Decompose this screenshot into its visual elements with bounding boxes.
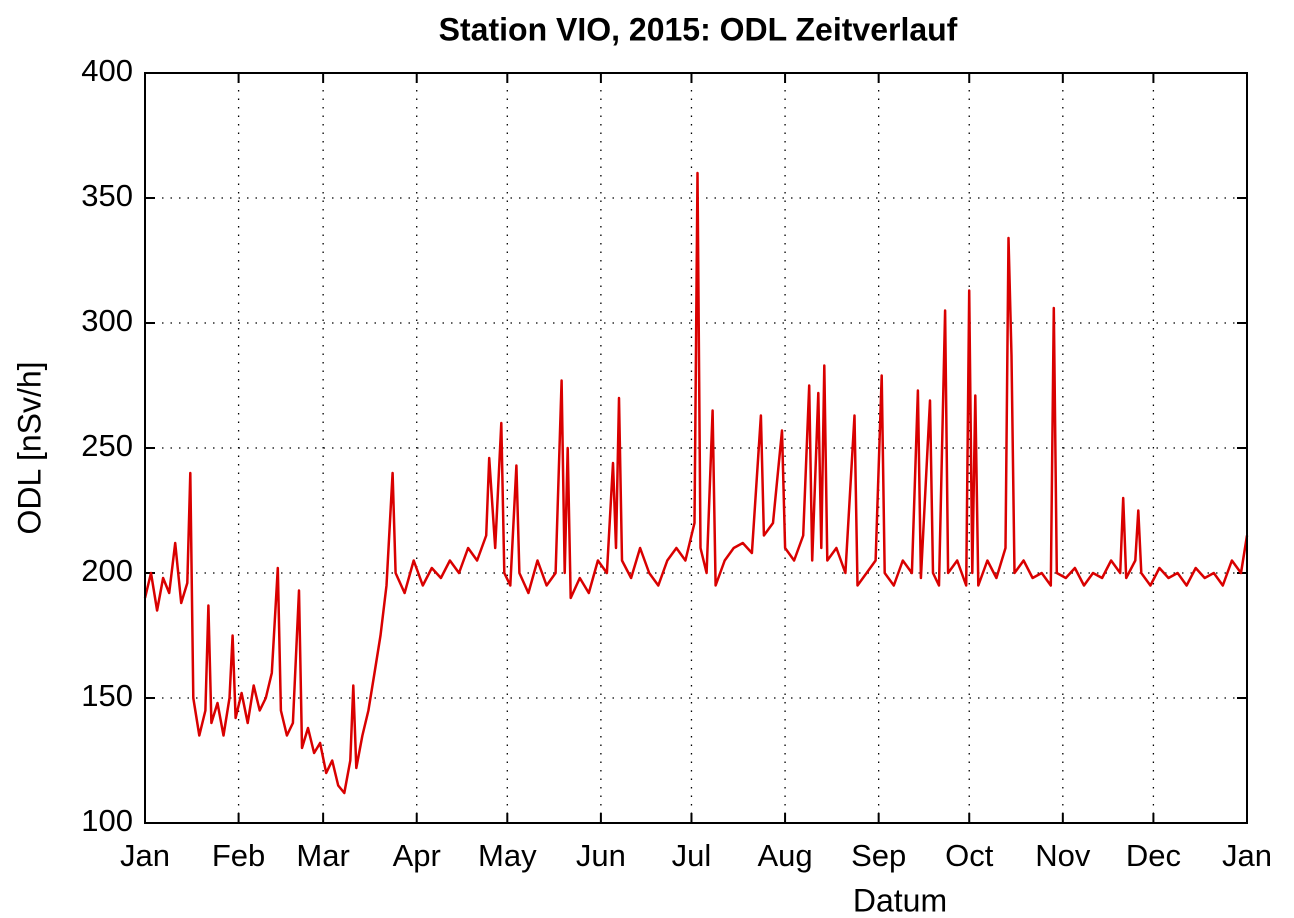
plot-frame [144, 72, 1248, 824]
y-tick-label: 300 [81, 303, 133, 338]
x-tick-label: Jan [1222, 838, 1272, 873]
x-tick-label: Mar [296, 838, 349, 873]
y-tick-label: 350 [81, 178, 133, 213]
x-tick-label: Jan [120, 838, 170, 873]
x-tick-label: Nov [1035, 838, 1091, 873]
y-tick-label: 250 [81, 428, 133, 463]
chart-title: Station VIO, 2015: ODL Zeitverlauf [439, 11, 958, 47]
y-axis-label: ODL [nSv/h] [11, 361, 47, 534]
x-tick-label: Oct [945, 838, 994, 873]
x-tick-label: Jun [576, 838, 626, 873]
x-tick-label: Apr [393, 838, 441, 873]
x-tick-label: Jul [672, 838, 712, 873]
x-tick-label: Feb [212, 838, 265, 873]
y-tick-label: 400 [81, 53, 133, 88]
y-tick-label: 200 [81, 553, 133, 588]
data-line [143, 171, 1249, 795]
x-tick-label: Aug [757, 838, 812, 873]
x-tick-label: Sep [851, 838, 906, 873]
x-tick-label: May [478, 838, 537, 873]
y-tick-label: 100 [81, 803, 133, 838]
x-tick-label: Dec [1126, 838, 1181, 873]
x-axis-label: Datum [853, 882, 947, 918]
y-tick-label: 150 [81, 678, 133, 713]
